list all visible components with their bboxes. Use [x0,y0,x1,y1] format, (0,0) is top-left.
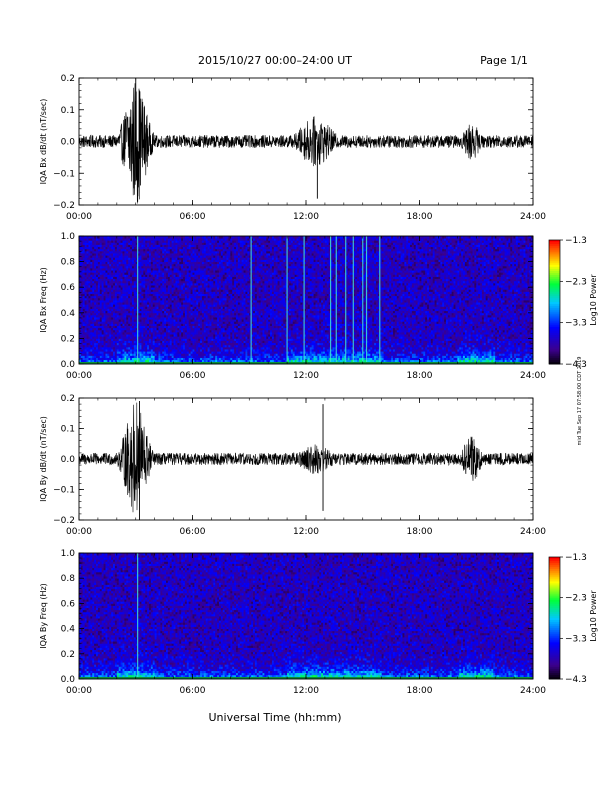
x-tick-label: 18:00 [407,527,433,537]
x-axis-title: Universal Time (hh:mm) [209,711,342,724]
x-tick-label: 00:00 [66,371,92,381]
y-tick-label: 0.2 [61,74,75,84]
x-tick-label: 06:00 [180,212,206,222]
signal-trace [79,83,533,203]
y-axis-title: IQA Bx dB/dt (nT/sec) [39,99,48,185]
y-tick-label: −0.1 [53,169,75,179]
colorbar-tick-label: −2.3 [565,277,587,287]
y-tick-label: 0.8 [61,574,76,584]
y-tick-label: 0.2 [61,334,75,344]
panel-3: 00:00 06:00 12:00 18:00 24:00 −0.2 −0.1 0.0 0.1 0… [39,394,546,537]
x-tick-label: 18:00 [407,212,433,222]
x-tick-label: 12:00 [293,686,319,696]
y-tick-label: 0.8 [61,258,76,268]
x-tick-label: 06:00 [180,686,206,696]
colorbar-tick-label: −1.3 [565,553,587,563]
y-axis-title: IQA Bx Freq (Hz) [39,267,48,333]
panel-2: −1.3 −2.3 −3.3 −4.3 Log10 Power 00:00 06:00 12:… [39,232,598,381]
colorbar: −1.3 −2.3 −3.3 −4.3 Log10 Power [549,236,598,370]
x-tick-label: 24:00 [520,527,546,537]
colorbar-tick-label: −3.3 [565,634,587,644]
signal-trace [79,403,533,513]
x-tick-label: 06:00 [180,527,206,537]
y-tick-label: 0.2 [61,650,75,660]
x-tick-label: 12:00 [293,527,319,537]
y-tick-label: 0.4 [61,625,76,635]
x-tick-label: 00:00 [66,527,92,537]
y-tick-label: 0.1 [61,425,75,435]
x-tick-label: 18:00 [407,686,433,696]
colorbar-tick-label: −3.3 [565,319,587,329]
x-tick-label: 18:00 [407,371,433,381]
x-tick-label: 12:00 [293,371,319,381]
spectrogram-cells [79,236,533,364]
y-tick-label: 0.0 [61,675,76,685]
y-tick-label: −0.2 [53,201,75,211]
y-tick-label: 0.0 [61,360,76,370]
colorbar: −1.3 −2.3 −3.3 −4.3 Log10 Power [549,553,598,685]
y-axis-title: IQA By dB/dt (nT/sec) [39,416,48,502]
colorbar-tick-label: −4.3 [565,360,587,370]
y-tick-label: 0.2 [61,394,75,404]
page-label: Page 1/1 [480,54,528,67]
colorbar-label: Log10 Power [589,274,598,326]
panel-1: 00:00 06:00 12:00 18:00 24:00 −0.2 −0.1 0.0 0.1 0… [39,74,546,222]
y-tick-label: −0.2 [53,516,75,526]
spectrogram-cells [79,553,533,679]
panel-4: −1.3 −2.3 −3.3 −4.3 Log10 Power 00:00 06:00 12:… [39,549,598,696]
colorbar-tick-label: −2.3 [565,594,587,604]
y-tick-label: 0.0 [61,138,76,148]
y-tick-label: 1.0 [61,232,76,242]
y-tick-label: 0.4 [61,309,76,319]
y-axis-title: IQA By Freq (Hz) [39,583,48,649]
x-tick-label: 06:00 [180,371,206,381]
x-tick-label: 24:00 [520,212,546,222]
x-tick-label: 00:00 [66,686,92,696]
x-tick-label: 24:00 [520,371,546,381]
figure: 2015/10/27 00:00–24:00 UT Page 1/1 Unive… [0,0,612,792]
x-tick-label: 24:00 [520,686,546,696]
x-tick-label: 00:00 [66,212,92,222]
y-tick-label: −0.1 [53,486,75,496]
panels: 00:00 06:00 12:00 18:00 24:00 −0.2 −0.1 0.0 0.1 0… [39,74,598,696]
colorbar-tick-label: −4.3 [565,675,587,685]
y-tick-label: 0.6 [61,599,76,609]
y-tick-label: 0.1 [61,106,75,116]
y-tick-label: 1.0 [61,549,76,559]
y-tick-label: 0.6 [61,283,76,293]
y-tick-label: 0.0 [61,455,76,465]
colorbar-label: Log10 Power [589,590,598,642]
x-tick-label: 12:00 [293,212,319,222]
colorbar-tick-label: −1.3 [565,236,587,246]
page-title: 2015/10/27 00:00–24:00 UT [198,54,352,67]
